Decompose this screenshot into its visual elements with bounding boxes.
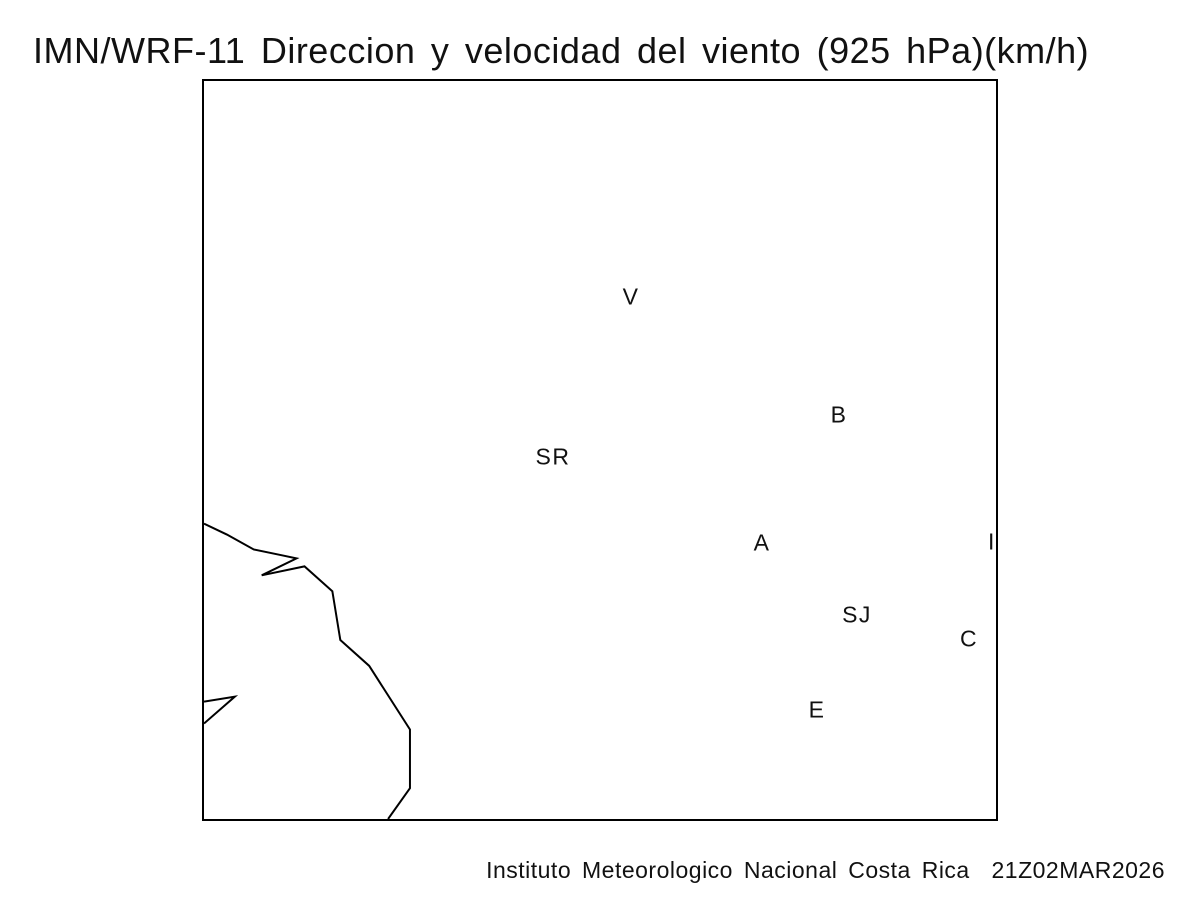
coastline-path (204, 522, 411, 819)
station-label-i: I (988, 528, 996, 555)
station-label-sr: SR (535, 443, 571, 470)
coastline-path (204, 695, 239, 725)
station-label-sj: SJ (842, 601, 872, 628)
station-label-v: V (622, 283, 640, 310)
coastline-layer (204, 522, 411, 819)
station-label-c: C (959, 625, 979, 652)
station-label-e: E (808, 696, 826, 723)
plot-footer: Instituto Meteorologico Nacional Costa R… (486, 857, 1165, 883)
plot-title: IMN/WRF-11 Direccion y velocidad del vie… (33, 30, 1090, 71)
station-label-a: A (753, 529, 771, 556)
station-label-b: B (830, 401, 848, 428)
map-plot-area: V B SR A I SJ C E (202, 79, 998, 821)
